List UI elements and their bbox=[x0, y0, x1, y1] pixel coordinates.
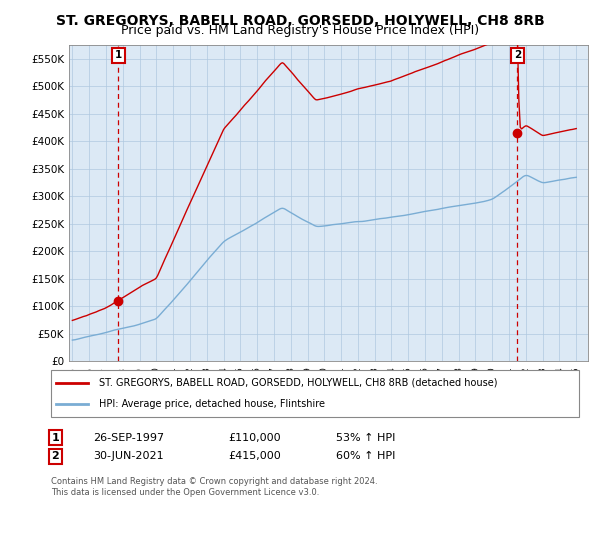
Text: 26-SEP-1997: 26-SEP-1997 bbox=[93, 433, 164, 443]
Text: 2: 2 bbox=[514, 50, 521, 60]
Text: 60% ↑ HPI: 60% ↑ HPI bbox=[336, 451, 395, 461]
Text: 1: 1 bbox=[52, 433, 59, 443]
Text: 53% ↑ HPI: 53% ↑ HPI bbox=[336, 433, 395, 443]
Text: 2: 2 bbox=[52, 451, 59, 461]
FancyBboxPatch shape bbox=[51, 370, 579, 417]
Text: Contains HM Land Registry data © Crown copyright and database right 2024.: Contains HM Land Registry data © Crown c… bbox=[51, 477, 377, 486]
Text: ST. GREGORYS, BABELL ROAD, GORSEDD, HOLYWELL, CH8 8RB: ST. GREGORYS, BABELL ROAD, GORSEDD, HOLY… bbox=[56, 14, 544, 28]
Text: 1: 1 bbox=[115, 50, 122, 60]
Text: £110,000: £110,000 bbox=[228, 433, 281, 443]
Text: This data is licensed under the Open Government Licence v3.0.: This data is licensed under the Open Gov… bbox=[51, 488, 319, 497]
Text: Price paid vs. HM Land Registry's House Price Index (HPI): Price paid vs. HM Land Registry's House … bbox=[121, 24, 479, 37]
Text: £415,000: £415,000 bbox=[228, 451, 281, 461]
Text: 30-JUN-2021: 30-JUN-2021 bbox=[93, 451, 164, 461]
Text: HPI: Average price, detached house, Flintshire: HPI: Average price, detached house, Flin… bbox=[98, 399, 325, 409]
Text: ST. GREGORYS, BABELL ROAD, GORSEDD, HOLYWELL, CH8 8RB (detached house): ST. GREGORYS, BABELL ROAD, GORSEDD, HOLY… bbox=[98, 378, 497, 388]
